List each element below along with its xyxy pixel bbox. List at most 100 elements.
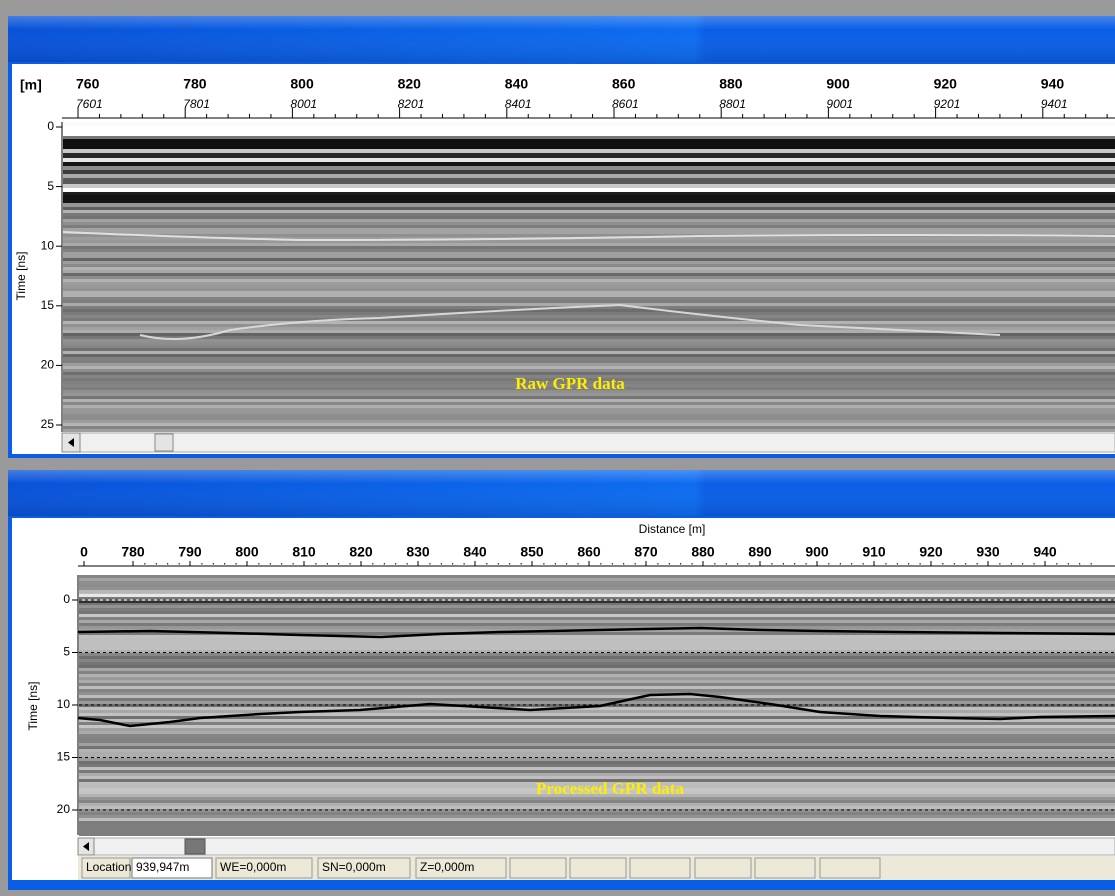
radar-band <box>63 158 1115 162</box>
radar-band <box>63 264 1115 267</box>
radar-band <box>79 731 1115 734</box>
radar-band <box>79 770 1115 773</box>
minor-tick <box>236 563 237 565</box>
minor-tick <box>281 563 282 565</box>
radar-band <box>79 674 1115 677</box>
minor-tick <box>1079 563 1080 565</box>
minor-tick <box>464 563 465 565</box>
radar-band <box>63 279 1115 282</box>
x-tick-label: 860 <box>612 76 636 92</box>
radar-band <box>63 348 1115 351</box>
radar-band <box>63 255 1115 258</box>
radar-band <box>63 363 1115 366</box>
radar-band <box>63 222 1115 225</box>
radar-band <box>79 695 1115 698</box>
radar-band <box>63 336 1115 339</box>
minor-tick <box>737 563 738 565</box>
minor-tick <box>771 563 772 565</box>
radar-band <box>79 764 1115 767</box>
radar-band <box>79 671 1115 674</box>
scroll-thumb[interactable] <box>155 434 173 451</box>
trace-tick-label: 8601 <box>612 97 639 111</box>
radar-band <box>63 207 1115 210</box>
minor-tick <box>395 563 396 565</box>
radar-band <box>63 228 1115 231</box>
x-tick-label: 910 <box>862 544 886 560</box>
radar-band <box>79 644 1115 647</box>
radar-band <box>79 677 1115 680</box>
minor-tick <box>555 563 556 565</box>
radar-band <box>79 743 1115 746</box>
screen: [m] Time [ns] Raw GPR data Distance [m] … <box>0 0 1115 896</box>
radar-band <box>63 225 1115 228</box>
radar-band <box>79 773 1115 776</box>
minor-tick <box>954 563 955 565</box>
radar-band <box>79 707 1115 710</box>
radar-band <box>79 653 1115 656</box>
trace-tick-label: 8201 <box>398 97 425 111</box>
x-tick-label: 820 <box>349 544 373 560</box>
scroll-thumb[interactable] <box>185 839 205 854</box>
x-tick-label: 900 <box>826 76 850 92</box>
x-tick-label: 790 <box>178 544 202 560</box>
minor-tick <box>566 563 567 565</box>
radar-band <box>63 342 1115 345</box>
x-tick-label: 840 <box>505 76 529 92</box>
radar-band <box>79 737 1115 740</box>
radar-band <box>63 312 1115 315</box>
radar-band <box>63 399 1115 402</box>
minor-tick <box>521 563 522 565</box>
radar-band <box>63 294 1115 297</box>
y-tick-label: 10 <box>41 238 55 252</box>
x-tick-label: 820 <box>398 76 422 92</box>
scrollbar[interactable] <box>62 433 1115 452</box>
x-tick-label: 870 <box>634 544 658 560</box>
radar-band <box>63 203 1115 207</box>
radar-band <box>63 192 1115 195</box>
radar-band <box>79 680 1115 683</box>
y-tick-label: 15 <box>41 298 55 312</box>
minor-tick <box>224 563 225 565</box>
x-tick-label: 940 <box>1041 76 1065 92</box>
radar-band <box>79 605 1115 608</box>
minor-tick <box>407 563 408 565</box>
trace-tick-label: 7801 <box>183 97 210 111</box>
time-label: Time [ns] <box>26 682 40 731</box>
radar-band <box>63 249 1115 252</box>
radar-band <box>63 414 1115 417</box>
radar-band <box>63 327 1115 330</box>
minor-tick <box>156 563 157 565</box>
trace-tick-label: 9001 <box>826 97 853 111</box>
y-tick-label: 25 <box>41 417 55 431</box>
minor-tick <box>977 563 978 565</box>
x-tick-label: 930 <box>976 544 1000 560</box>
radar-band <box>79 641 1115 644</box>
radar-band <box>63 324 1115 327</box>
we-value: WE=0,000m <box>220 860 286 874</box>
trace-tick-label: 8001 <box>290 97 317 111</box>
radar-band <box>63 411 1115 414</box>
radar-band <box>79 710 1115 713</box>
radar-band <box>79 626 1115 629</box>
minor-tick <box>327 563 328 565</box>
radar-band <box>63 429 1115 432</box>
radar-band <box>63 162 1115 166</box>
radar-band <box>63 351 1115 354</box>
minor-tick <box>794 563 795 565</box>
radar-band <box>63 270 1115 273</box>
radar-band <box>79 662 1115 665</box>
radar-band <box>63 288 1115 291</box>
scrollbar[interactable] <box>78 838 1115 855</box>
radar-band <box>79 827 1115 830</box>
minor-tick <box>372 563 373 565</box>
radar-band <box>63 178 1115 184</box>
x-tick-label: 830 <box>406 544 430 560</box>
radar-band <box>63 405 1115 408</box>
minor-tick <box>657 563 658 565</box>
minor-tick <box>942 563 943 565</box>
radar-band <box>79 806 1115 809</box>
minor-tick <box>1091 563 1092 565</box>
minor-tick <box>293 563 294 565</box>
radar-band <box>63 285 1115 288</box>
radar-band <box>63 420 1115 423</box>
